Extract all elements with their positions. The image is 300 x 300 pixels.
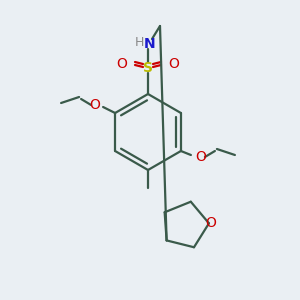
Text: O: O xyxy=(206,216,216,230)
Text: N: N xyxy=(144,37,156,51)
Text: O: O xyxy=(90,98,101,112)
Text: O: O xyxy=(169,57,179,71)
Text: S: S xyxy=(143,61,153,75)
Text: O: O xyxy=(117,57,128,71)
Text: O: O xyxy=(196,150,206,164)
Text: H: H xyxy=(134,35,144,49)
